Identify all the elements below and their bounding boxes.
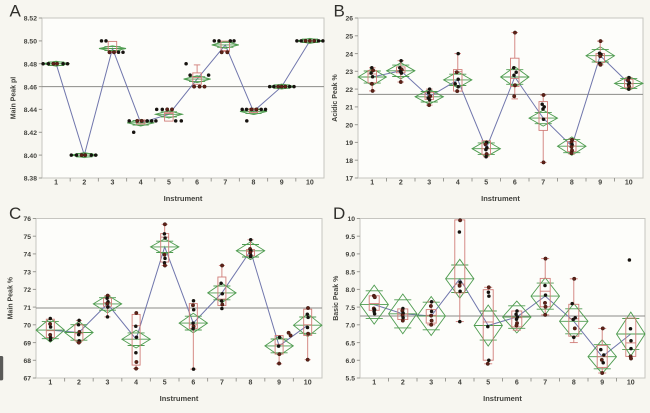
svg-text:22: 22: [345, 87, 353, 94]
svg-text:10: 10: [306, 180, 314, 187]
svg-text:C: C: [9, 204, 21, 223]
svg-text:76: 76: [23, 216, 31, 223]
svg-text:9.0: 9.0: [346, 252, 356, 259]
svg-text:8.46: 8.46: [24, 84, 37, 91]
svg-text:8: 8: [570, 180, 574, 187]
svg-text:1: 1: [372, 380, 376, 387]
svg-text:2: 2: [401, 380, 405, 387]
svg-text:9: 9: [600, 380, 604, 387]
svg-text:Instrument: Instrument: [160, 394, 199, 403]
svg-text:69: 69: [23, 340, 31, 347]
svg-text:68: 68: [23, 358, 31, 365]
svg-text:8.50: 8.50: [24, 39, 37, 46]
svg-text:D: D: [333, 204, 345, 223]
svg-text:23: 23: [345, 69, 353, 76]
svg-text:3: 3: [429, 380, 433, 387]
svg-text:8.40: 8.40: [24, 153, 37, 160]
svg-text:20: 20: [345, 122, 353, 129]
svg-text:10: 10: [304, 380, 312, 387]
svg-text:9: 9: [280, 180, 284, 187]
svg-text:Main Peak pI: Main Peak pI: [11, 77, 18, 119]
svg-text:6: 6: [195, 180, 199, 187]
svg-text:71: 71: [23, 305, 31, 312]
svg-text:Instrument: Instrument: [481, 194, 520, 203]
svg-text:1: 1: [48, 380, 52, 387]
svg-text:9.5: 9.5: [346, 234, 356, 241]
svg-text:8.52: 8.52: [24, 16, 37, 23]
svg-text:3: 3: [111, 180, 115, 187]
svg-text:75: 75: [23, 234, 31, 241]
svg-text:10: 10: [347, 216, 355, 223]
svg-text:B: B: [334, 1, 345, 20]
svg-text:9: 9: [598, 180, 602, 187]
svg-text:6: 6: [191, 380, 195, 387]
svg-text:6: 6: [513, 180, 517, 187]
svg-text:2: 2: [82, 180, 86, 187]
svg-text:17: 17: [345, 176, 353, 183]
svg-text:7: 7: [220, 380, 224, 387]
svg-text:10: 10: [625, 180, 633, 187]
svg-text:8.38: 8.38: [24, 176, 37, 183]
svg-text:7: 7: [223, 180, 227, 187]
svg-text:8: 8: [252, 180, 256, 187]
svg-text:9: 9: [277, 380, 281, 387]
svg-text:67: 67: [23, 376, 31, 383]
svg-text:Acidic Peak %: Acidic Peak %: [332, 73, 339, 121]
svg-text:8.5: 8.5: [346, 269, 356, 276]
svg-text:5: 5: [486, 380, 490, 387]
svg-text:A: A: [10, 1, 22, 20]
svg-text:70: 70: [23, 323, 31, 330]
svg-text:5: 5: [167, 180, 171, 187]
svg-text:19: 19: [345, 140, 353, 147]
svg-text:8.48: 8.48: [24, 61, 37, 68]
svg-text:8: 8: [249, 380, 253, 387]
svg-text:8: 8: [572, 380, 576, 387]
svg-text:3: 3: [427, 180, 431, 187]
svg-text:8.44: 8.44: [24, 107, 37, 114]
svg-text:Main Peak %: Main Peak %: [8, 276, 15, 319]
svg-text:8.42: 8.42: [24, 130, 37, 137]
svg-text:24: 24: [345, 51, 353, 58]
svg-text:6.0: 6.0: [346, 358, 356, 365]
svg-text:6: 6: [515, 380, 519, 387]
svg-text:1: 1: [370, 180, 374, 187]
svg-text:26: 26: [345, 16, 353, 23]
svg-text:7: 7: [543, 380, 547, 387]
svg-text:72: 72: [23, 287, 31, 294]
svg-text:6.5: 6.5: [346, 340, 356, 347]
svg-text:8.0: 8.0: [346, 287, 356, 294]
svg-text:7: 7: [541, 180, 545, 187]
svg-text:5: 5: [163, 380, 167, 387]
svg-text:18: 18: [345, 158, 353, 165]
svg-text:5.5: 5.5: [346, 376, 356, 383]
svg-text:4: 4: [134, 380, 138, 387]
svg-text:5: 5: [484, 180, 488, 187]
svg-text:3: 3: [106, 380, 110, 387]
svg-text:2: 2: [77, 380, 81, 387]
svg-text:1: 1: [54, 180, 58, 187]
svg-text:21: 21: [345, 105, 353, 112]
svg-text:7.0: 7.0: [346, 323, 356, 330]
svg-text:74: 74: [23, 252, 31, 259]
svg-text:4: 4: [458, 380, 462, 387]
svg-text:73: 73: [23, 269, 31, 276]
svg-text:10: 10: [627, 380, 635, 387]
svg-text:Instrument: Instrument: [483, 394, 522, 403]
svg-text:Basic Peak %: Basic Peak %: [333, 275, 340, 321]
svg-text:4: 4: [456, 180, 460, 187]
svg-text:Instrument: Instrument: [164, 194, 203, 203]
svg-text:4: 4: [139, 180, 143, 187]
svg-text:7.5: 7.5: [346, 305, 356, 312]
svg-text:25: 25: [345, 34, 353, 41]
svg-text:2: 2: [399, 180, 403, 187]
